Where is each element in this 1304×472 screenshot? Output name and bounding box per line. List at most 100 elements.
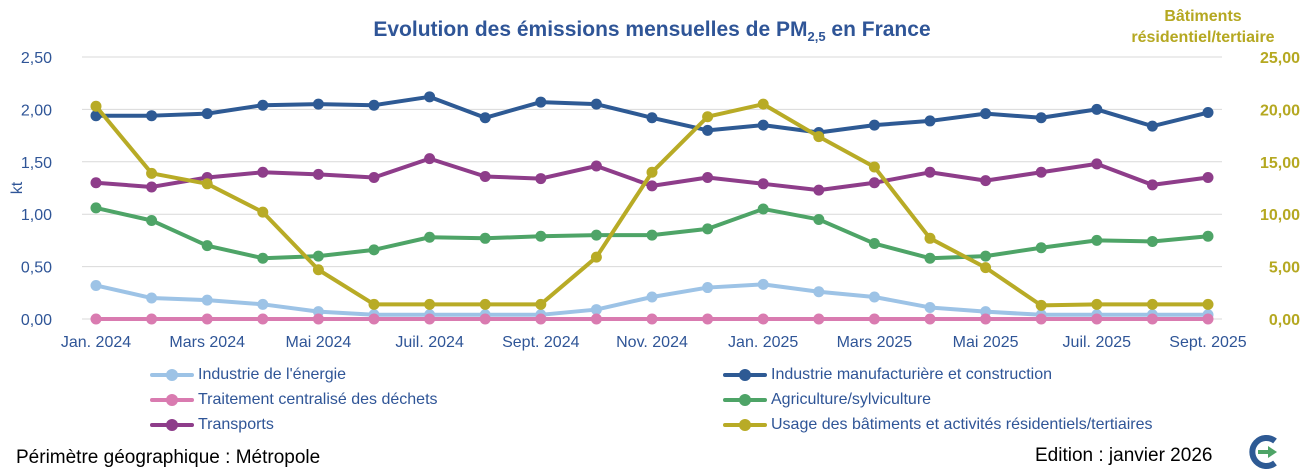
data-point [757,313,769,325]
data-point [535,230,547,242]
legend-label: Traitement centralisé des déchets [198,391,438,409]
data-point [646,229,658,241]
data-point [757,178,769,190]
x-tick-label: Mars 2025 [837,334,913,351]
right-axis-title-line1: Bâtiments [1164,8,1242,25]
data-point [702,111,714,123]
data-point [702,223,714,235]
legend-item: Usage des bâtiments et activités résiden… [723,416,1153,434]
x-tick-label: Juil. 2024 [395,334,464,351]
data-point [90,279,102,291]
data-point [590,229,602,241]
x-tick-label: Nov. 2024 [616,334,688,351]
legend-item: Agriculture/sylviculture [723,391,931,409]
data-point [1035,112,1047,124]
data-point [312,264,324,276]
series-line [94,102,1208,308]
legend-swatch [150,391,194,409]
data-point [1202,230,1214,242]
data-point [646,112,658,124]
data-point [1091,234,1103,246]
data-point [201,313,213,325]
data-point [1091,158,1103,170]
data-point [924,232,936,244]
data-point [980,108,992,120]
data-point [757,203,769,215]
x-tick-label: Jan. 2024 [61,334,131,351]
data-point [813,184,825,196]
data-point [146,214,158,226]
data-point [146,292,158,304]
legend-label: Agriculture/sylviculture [771,391,932,409]
data-point [702,172,714,184]
y-tick-label: 1,00 [21,207,52,224]
data-point [1146,179,1158,191]
data-point [535,96,547,108]
data-point [980,262,992,274]
data-point [646,166,658,178]
data-point [90,177,102,189]
data-point [590,251,602,263]
legend-label: Usage des bâtiments et activités résiden… [771,416,1153,434]
y2-tick-label: 10,00 [1260,207,1300,224]
data-point [1146,235,1158,247]
legend-swatch [723,366,767,384]
x-tick-label: Jan. 2025 [728,334,798,351]
data-point [90,100,102,112]
legend-item: Transports [150,416,274,434]
chart-title-suffix: en France [825,18,931,41]
footer-edition: Edition : janvier 2026 [1035,445,1213,466]
data-point [924,252,936,264]
data-point [757,119,769,131]
data-point [368,298,380,310]
data-point [424,298,436,310]
right-axis-title-line2: résidentiel/tertiaire [1131,29,1275,46]
data-point [312,250,324,262]
y-tick-label: 2,50 [21,50,52,67]
data-point [368,244,380,256]
data-point [201,108,213,120]
data-point [90,202,102,214]
legend-label: Transports [198,416,274,434]
data-point [590,304,602,316]
right-axis-title: Bâtiments résidentiel/tertiaire [1118,6,1288,48]
data-point [868,291,880,303]
y-tick-label: 1,50 [21,155,52,172]
data-point [535,173,547,185]
data-point [1035,242,1047,254]
data-point [257,313,269,325]
chart-title: Evolution des émissions mensuelles de PM… [0,18,1304,44]
data-point [146,181,158,193]
data-point [868,177,880,189]
data-point [590,313,602,325]
legend-item: Industrie manufacturière et construction [723,366,1052,384]
data-point [868,161,880,173]
data-point [257,252,269,264]
data-point [479,112,491,124]
data-point [479,298,491,310]
data-point [479,313,491,325]
data-point [1091,313,1103,325]
data-point [980,250,992,262]
line-chart: 0,00 0,50 1,00 1,50 2,00 2,50 0,00 5,00 10,00 15,… [9,50,1300,351]
data-point [1035,313,1047,325]
data-point [646,180,658,192]
data-point [368,313,380,325]
x-tick-label: Mars 2024 [169,334,245,351]
data-point [702,282,714,294]
data-point [257,166,269,178]
data-point [702,313,714,325]
legend-item: Industrie de l'énergie [150,366,346,384]
legend-item: Traitement centralisé des déchets [150,391,438,409]
data-point [535,298,547,310]
data-point [201,178,213,190]
data-point [646,291,658,303]
data-point [424,153,436,165]
data-point [590,160,602,172]
data-point [201,294,213,306]
data-point [813,213,825,225]
data-point [868,313,880,325]
data-point [201,240,213,252]
legend-label: Industrie de l'énergie [198,366,347,384]
data-point [1035,299,1047,311]
